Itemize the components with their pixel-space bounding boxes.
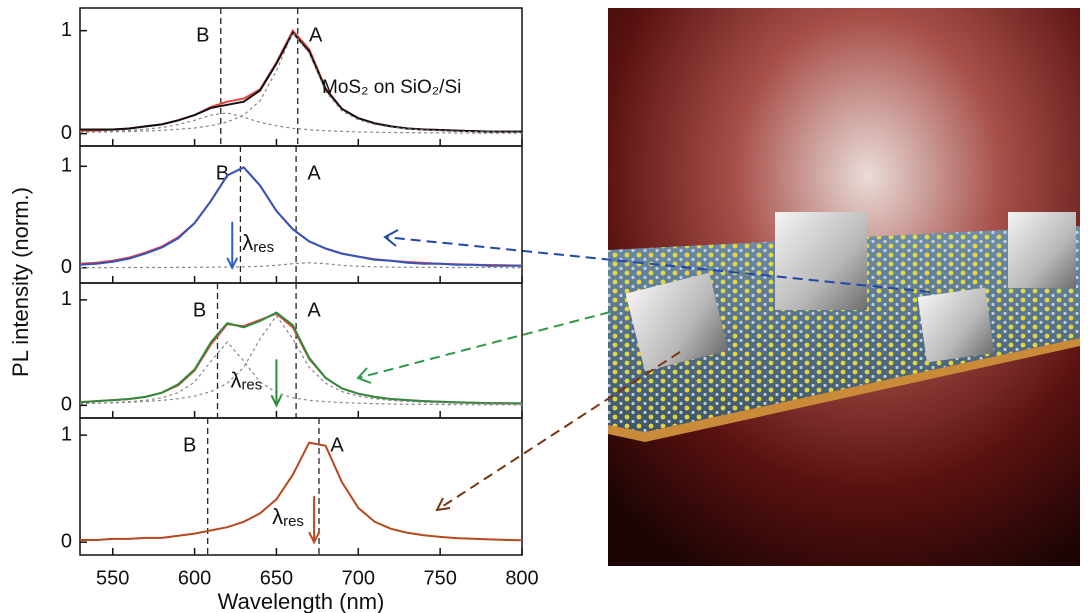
x-tick-label: 600 [178,567,211,589]
peak-marker-label: B [216,162,229,184]
panel-frame [80,146,522,283]
y-tick-label: 1 [61,155,72,177]
peak-marker-label: A [307,299,321,321]
y-tick-label: 1 [61,423,72,445]
x-tick-label: 800 [505,567,538,589]
figure: PL intensity (norm.) Wavelength (nm) 0 1 B… [0,0,1088,613]
sample-label: MoS₂ on SiO₂/Si [322,77,461,98]
x-tick-label: 650 [260,567,293,589]
lambda-subscript: res [283,513,304,530]
resonance-label: λres [272,504,304,530]
peak-marker-label: A [309,24,323,46]
component-curve [80,316,522,404]
y-tick-label: 1 [61,288,72,310]
spectrum-curve [80,167,522,265]
x-tick-label: 550 [96,567,129,589]
spectrum-curve [80,314,522,404]
spectrum-curve [80,167,522,265]
resonance-label: λres [230,367,262,393]
lambda: λ [272,504,283,529]
peak-marker-label: A [330,434,344,456]
lambda: λ [242,230,253,255]
page: PL intensity (norm.) Wavelength (nm) 0 1 B… [0,0,1088,613]
y-tick-label: 1 [61,19,72,41]
illustration [608,8,1080,566]
x-tick-label: 750 [423,567,456,589]
y-tick-label: 0 [61,394,72,416]
y-axis-title: PL intensity (norm.) [8,187,33,377]
lambda-subscript: res [253,239,274,256]
spectrum-curve [80,313,522,404]
peak-marker-label: A [307,162,321,184]
component-curve [80,342,522,405]
x-tick-label: 700 [342,567,375,589]
panel-frame [80,283,522,418]
lambda-subscript: res [241,376,262,393]
y-tick-label: 0 [61,530,72,552]
resonance-label: λres [242,230,274,256]
x-axis-title: Wavelength (nm) [218,589,385,613]
peak-marker-label: B [183,434,196,456]
lambda: λ [230,367,241,392]
y-tick-label: 0 [61,122,72,144]
peak-marker-label: B [193,299,206,321]
panel-frame [80,418,522,555]
peak-marker-label: B [196,24,209,46]
y-tick-label: 0 [61,256,72,278]
